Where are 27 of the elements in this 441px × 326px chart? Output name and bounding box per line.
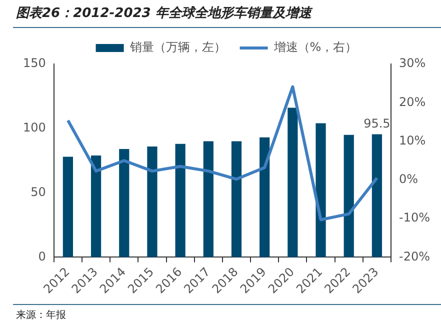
y2-tick-label: -20% [399, 249, 430, 264]
bar [344, 134, 354, 258]
y2-tick-label: 0% [399, 172, 418, 186]
bar [203, 141, 214, 258]
y-tick-label: 0 [38, 249, 46, 264]
legend-label: 增速（%，右） [272, 40, 358, 54]
bar [372, 134, 382, 258]
bar [175, 144, 186, 258]
bar [231, 141, 242, 258]
bar [316, 123, 326, 258]
bar [62, 156, 74, 258]
y-tick-label: 150 [23, 56, 46, 70]
bar [119, 149, 130, 258]
y2-tick-label: 10% [399, 133, 426, 148]
y-tick-label: 100 [23, 120, 46, 135]
legend-label: 销量（万辆，左） [128, 40, 226, 54]
data-label: 95.5 [364, 116, 390, 130]
bar [90, 155, 102, 258]
y2-tick-label: 20% [399, 94, 426, 109]
bar [260, 137, 270, 258]
bar [147, 146, 158, 258]
source-note: 来源：年报 [16, 308, 66, 322]
y2-tick-label: 30% [399, 56, 426, 70]
y-tick-label: 50 [30, 184, 46, 199]
bar [288, 108, 298, 258]
chart-title: 图表26：2012-2023 年全球全地形车销量及增速 [16, 4, 312, 22]
y2-tick-label: -10% [399, 210, 430, 225]
